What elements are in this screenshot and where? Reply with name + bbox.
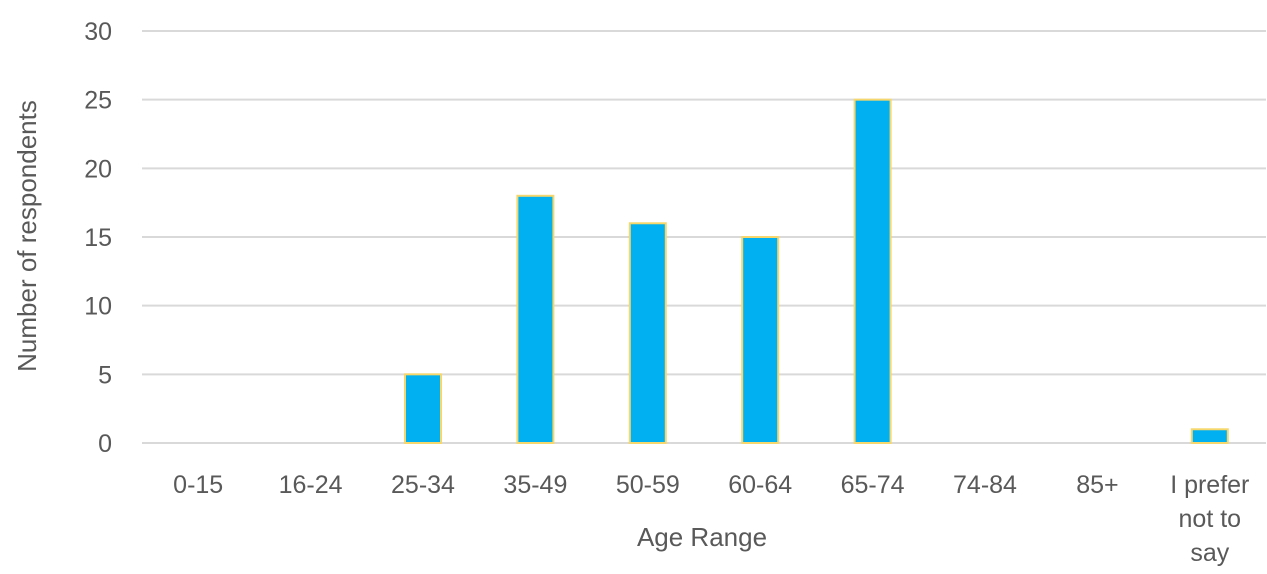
gridlines	[142, 30, 1266, 444]
y-tick-label: 25	[84, 87, 112, 115]
y-tick-label: 0	[98, 430, 112, 458]
y-tick-label: 15	[84, 224, 112, 252]
x-tick-label: 50-59	[616, 471, 680, 499]
x-tick-label: 0-15	[173, 471, 223, 499]
y-axis-ticks: 0 5 10 15 20 25 30	[84, 18, 112, 458]
bar-50-59	[628, 222, 667, 444]
x-tick-label: 35-49	[503, 471, 567, 499]
bar-i-prefer-not-to-say	[1190, 428, 1229, 444]
y-tick-label: 5	[98, 361, 112, 389]
bar-65-74	[853, 98, 892, 445]
x-tick-label: 60-64	[728, 471, 792, 499]
x-tick-label: I prefer not to say	[1170, 471, 1249, 567]
x-tick-label: 65-74	[841, 471, 905, 499]
y-axis-title: Number of respondents	[12, 100, 42, 372]
bars	[404, 98, 1229, 445]
bar-60-64	[741, 236, 780, 444]
x-tick-label: 85+	[1076, 471, 1118, 499]
y-tick-label: 30	[84, 18, 112, 46]
x-tick-label: 74-84	[953, 471, 1017, 499]
y-tick-label: 20	[84, 155, 112, 183]
x-axis-ticks: 0-15 16-24 25-34 35-49 50-59 60-64 65-74 74-84 8…	[173, 471, 1249, 567]
x-tick-label: 25-34	[391, 471, 455, 499]
x-tick-label: 16-24	[279, 471, 343, 499]
bar-35-49	[516, 194, 555, 444]
x-axis-title: Age Range	[637, 522, 767, 552]
y-tick-label: 10	[84, 293, 112, 321]
bar-25-34	[404, 373, 442, 445]
